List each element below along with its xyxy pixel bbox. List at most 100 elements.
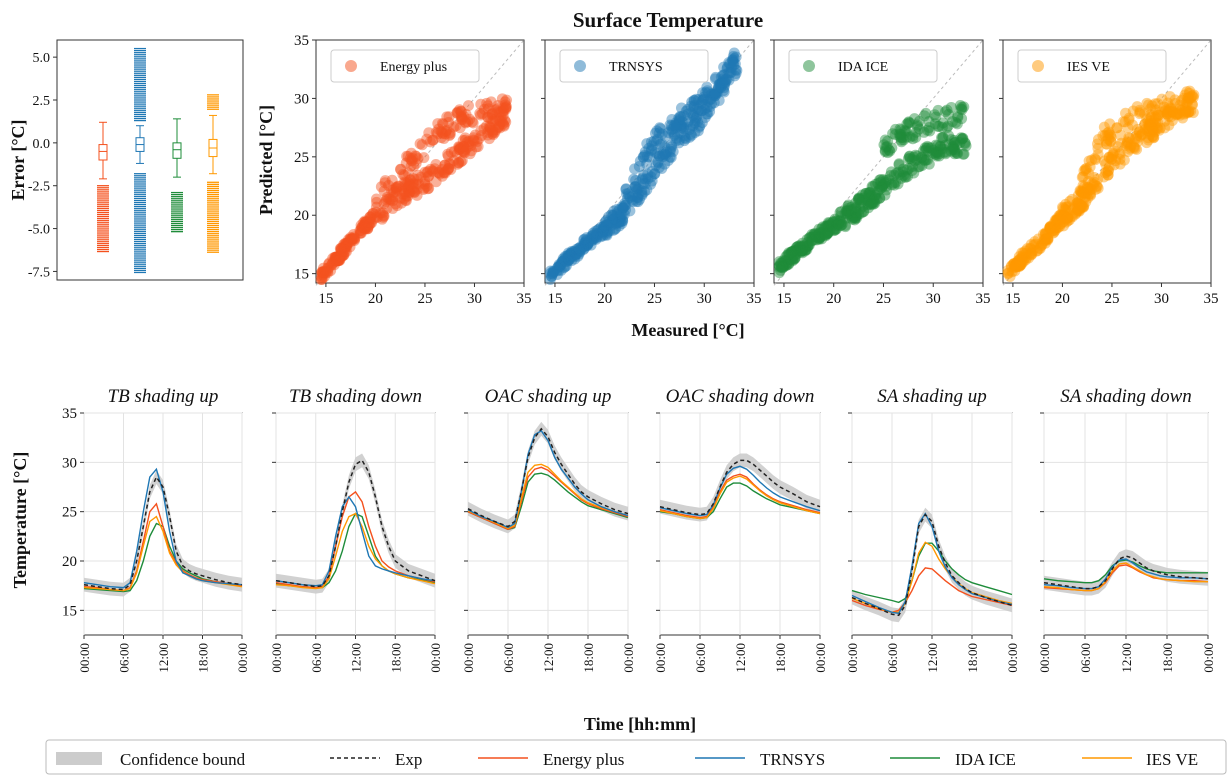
scatter-point [1128, 142, 1140, 154]
scatter-point [940, 146, 952, 158]
scatter-point [1051, 218, 1063, 230]
scatter-point [682, 103, 694, 115]
scatter-point [649, 127, 661, 139]
time-xtick-label: 00:00 [1037, 643, 1052, 673]
scatter-point [725, 66, 737, 78]
scatter-point [700, 86, 712, 98]
scatter-point [884, 170, 896, 182]
scatter-point [1072, 204, 1084, 216]
scatter-point [773, 256, 785, 268]
scatter-point [1033, 242, 1045, 254]
scatter-point [669, 128, 681, 140]
scatter-point [1073, 205, 1085, 217]
scatter-point [487, 126, 499, 138]
scatter-point [1134, 126, 1146, 138]
scatter-point [856, 194, 868, 206]
scatter-point [379, 177, 391, 189]
scatter-point [617, 215, 629, 227]
scatter-point [706, 98, 718, 110]
scatter-point [653, 127, 665, 139]
scatter-point [1013, 259, 1025, 271]
scatter-point [684, 124, 696, 136]
scatter-point [1061, 212, 1073, 224]
scatter-point [903, 117, 915, 129]
scatter-point [427, 166, 439, 178]
scatter-point [1044, 223, 1056, 235]
scatter-point [359, 219, 371, 231]
scatter-point [652, 156, 664, 168]
scatter-point [1165, 102, 1177, 114]
scatter-point [880, 175, 892, 187]
scatter-point [553, 261, 565, 273]
scatter-point [580, 235, 592, 247]
scatter-point [1081, 187, 1093, 199]
scatter-point [882, 147, 894, 159]
scatter-point [656, 162, 668, 174]
scatter-point [1017, 256, 1029, 268]
scatter-point [439, 159, 451, 171]
scatter-point [945, 101, 957, 113]
scatter-point [1110, 155, 1122, 167]
scatter-point [1083, 184, 1095, 196]
scatter-point [1062, 201, 1074, 213]
scatter-point [331, 253, 343, 265]
scatter-point [578, 242, 590, 254]
scatter-point [463, 136, 475, 148]
scatter-point [646, 175, 658, 187]
scatter-point [1164, 91, 1176, 103]
scatter-point [580, 234, 592, 246]
scatter-point [690, 112, 702, 124]
scatter-point [1111, 122, 1123, 134]
scatter-point [898, 169, 910, 181]
scatter-point [916, 160, 928, 172]
time-xtick-label: 18:00 [1160, 643, 1175, 673]
scatter-point [778, 261, 790, 273]
scatter-point [874, 180, 886, 192]
scatter-point [1029, 236, 1041, 248]
scatter-point [1163, 119, 1175, 131]
scatter-point [823, 220, 835, 232]
scatter-point [1024, 243, 1036, 255]
scatter-point [918, 110, 930, 122]
scatter-point [822, 217, 834, 229]
scatter-point [866, 198, 878, 210]
series-line-exp [659, 459, 821, 516]
scatter-point [688, 94, 700, 106]
scatter-point [1066, 193, 1078, 205]
scatter-point [560, 256, 572, 268]
scatter-point [713, 79, 725, 91]
time-xtick-label: 00:00 [235, 643, 250, 673]
scatter-point [921, 140, 933, 152]
scatter-point [855, 207, 867, 219]
scatter-point [1012, 260, 1024, 272]
scatter-point [562, 254, 574, 266]
scatter-point [1134, 106, 1146, 118]
scatter-point [439, 128, 451, 140]
scatter-point [678, 135, 690, 147]
scatter-point [627, 196, 639, 208]
scatter-point [1166, 106, 1178, 118]
scatter-point [578, 234, 590, 246]
scatter-point [632, 196, 644, 208]
scatter-point [1141, 97, 1153, 109]
scatter-point [927, 144, 939, 156]
scatter-point [348, 231, 360, 243]
scatter-point [473, 133, 485, 145]
scatter-point [641, 150, 653, 162]
box-energy_plus [97, 121, 109, 253]
scatter-point [937, 131, 949, 143]
scatter-xtick-label: 35 [1204, 291, 1219, 307]
scatter-point [361, 216, 373, 228]
scatter-point [481, 97, 493, 109]
scatter-point [850, 206, 862, 218]
scatter-point [893, 159, 905, 171]
scatter-legend: Energy plus [330, 49, 480, 83]
scatter-point [581, 232, 593, 244]
scatter-point [892, 166, 904, 178]
scatter-point [709, 73, 721, 85]
scatter-point [1072, 197, 1084, 209]
scatter-point [631, 183, 643, 195]
scatter-point [718, 86, 730, 98]
scatter-point [387, 202, 399, 214]
